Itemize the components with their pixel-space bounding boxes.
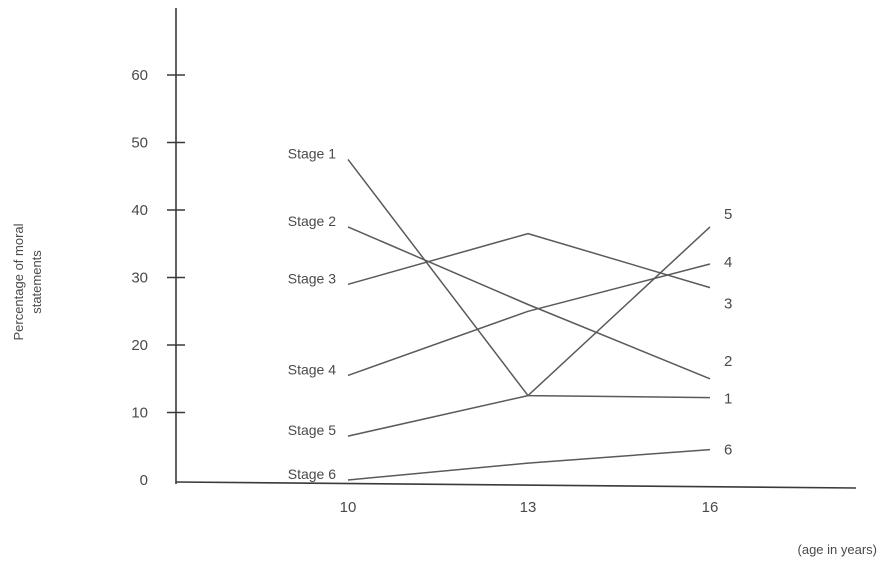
series-end-label: 1 (724, 391, 732, 408)
y-axis-title-line-2: statements (29, 250, 44, 314)
series-end-label: 6 (724, 442, 732, 459)
y-tick-label: 0 (140, 472, 148, 489)
series-end-labels: 1 2 3 4 5 6 (724, 206, 732, 459)
series-line-stage-5 (347, 226, 711, 437)
x-tick-label: 10 (340, 499, 357, 516)
series-labels: Stage 1 Stage 2 Stage 3 Stage 4 Stage 5 Stage… (288, 145, 336, 482)
series-line-stage-2 (347, 226, 711, 380)
y-axis-title-line-1: Percentage of moral (11, 223, 26, 340)
series-name-label: Stage 5 (288, 422, 336, 438)
series-name-label: Stage 2 (288, 213, 336, 229)
series-line-stage-6 (347, 448, 711, 481)
y-tick-label: 20 (131, 337, 148, 354)
series-name-label: Stage 4 (288, 361, 336, 377)
series-end-label: 5 (724, 206, 732, 223)
x-axis-title: (age in years) (798, 542, 877, 557)
x-tick-label: 13 (520, 499, 537, 516)
y-tick-label: 60 (131, 67, 148, 84)
series-line-stage-3 (347, 232, 711, 289)
y-tick-label: 10 (131, 405, 148, 422)
x-axis-line (175, 481, 857, 489)
series-end-label: 2 (724, 353, 732, 370)
y-tick-label: 40 (131, 202, 148, 219)
series-lines (347, 158, 711, 481)
x-axis-ticks: 10 13 16 (340, 499, 719, 516)
series-name-label: Stage 1 (288, 145, 336, 161)
series-name-label: Stage 3 (288, 270, 336, 286)
series-line-stage-4 (347, 263, 711, 377)
y-tick-label: 30 (131, 270, 148, 287)
y-axis-ticks: 0 10 20 30 40 50 60 (131, 67, 185, 489)
series-end-label: 3 (724, 296, 732, 313)
series-name-label: Stage 6 (288, 466, 336, 482)
series-end-label: 4 (724, 254, 732, 271)
axes (175, 8, 857, 489)
x-tick-label: 16 (702, 499, 719, 516)
y-tick-label: 50 (131, 135, 148, 152)
